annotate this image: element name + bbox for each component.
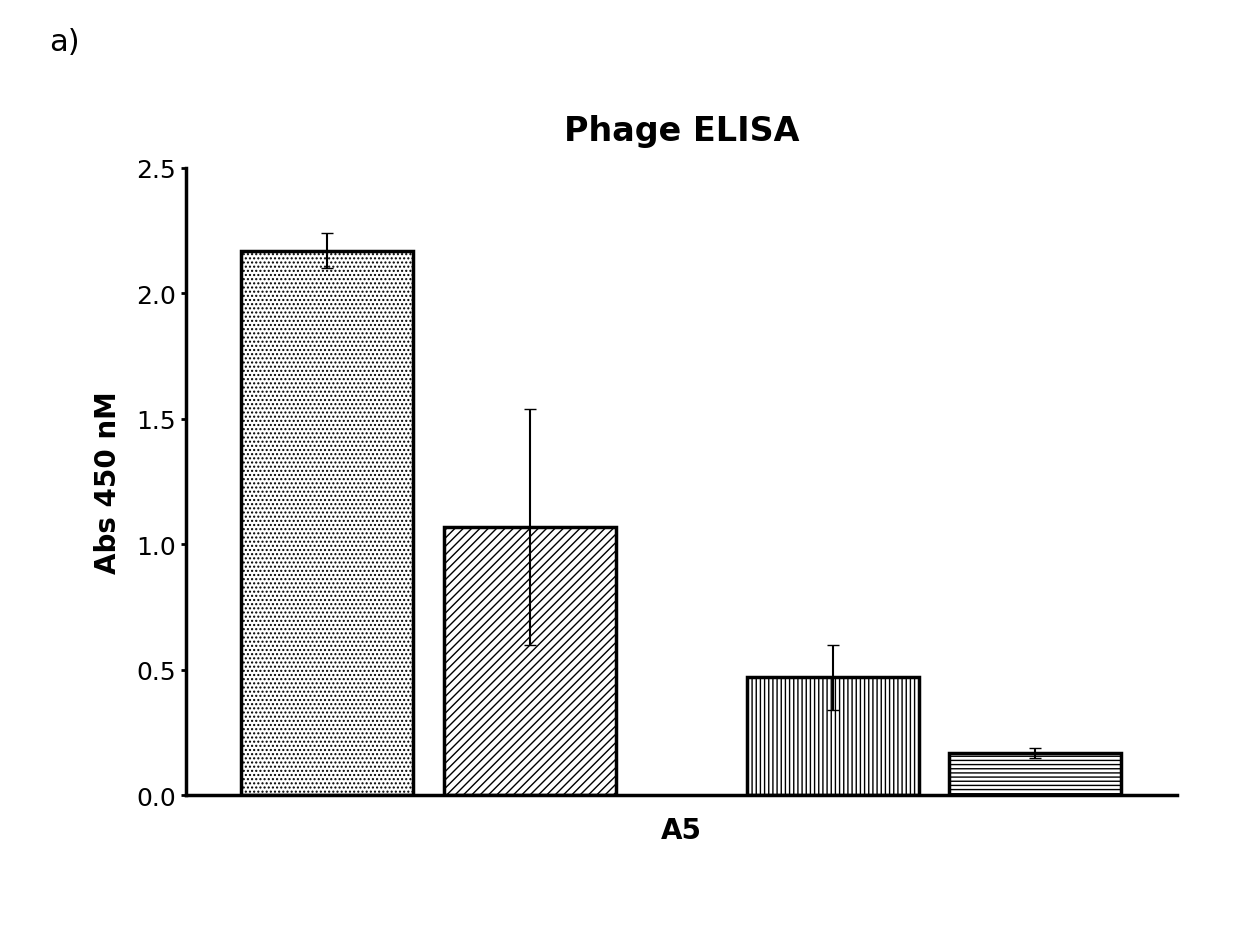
Title: Phage ELISA: Phage ELISA — [564, 115, 799, 148]
Bar — [949, 753, 1121, 796]
Text: a): a) — [50, 28, 81, 57]
Bar — [242, 251, 414, 796]
Bar — [747, 678, 919, 796]
Bar — [444, 527, 616, 796]
Y-axis label: Abs 450 nM: Abs 450 nM — [94, 390, 123, 574]
X-axis label: A5: A5 — [660, 816, 703, 844]
